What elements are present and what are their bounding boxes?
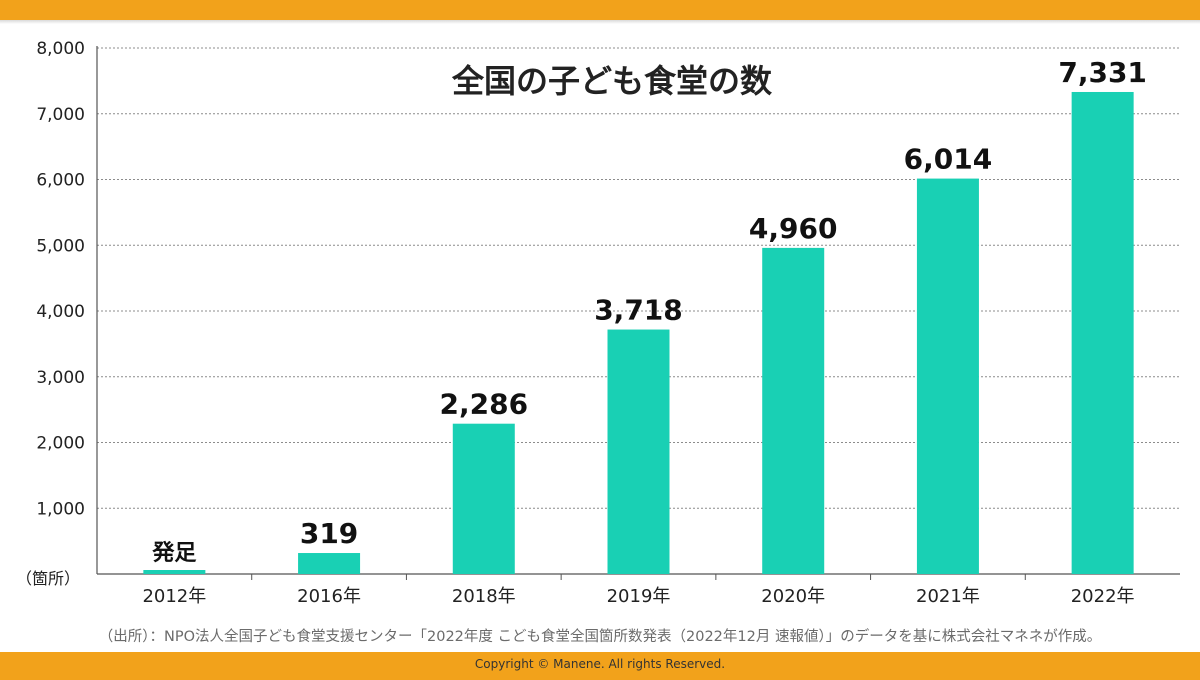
data-label: 発足 bbox=[151, 541, 196, 566]
bar bbox=[916, 178, 979, 574]
bars bbox=[143, 91, 1134, 574]
y-tick-label: 4,000 bbox=[36, 302, 85, 322]
y-tick-label: 2,000 bbox=[36, 434, 85, 454]
bar bbox=[607, 329, 670, 574]
y-tick-label: 6,000 bbox=[36, 171, 85, 191]
bar-chart: 1,000 2,000 3,000 4,000 5,000 6,000 7,000 8,000… bbox=[16, 39, 1180, 607]
x-tick-label: 2020年 bbox=[761, 586, 825, 607]
y-tick-label: 7,000 bbox=[36, 105, 85, 125]
x-tick-label: 2012年 bbox=[142, 586, 206, 607]
bar bbox=[298, 553, 361, 574]
x-tick-label: 2018年 bbox=[452, 586, 516, 607]
x-tick-labels: 2012年 2016年 2018年 2019年 2020年 2021年 2022年 bbox=[142, 574, 1135, 607]
y-tick-label: 5,000 bbox=[36, 236, 85, 256]
bar bbox=[452, 423, 515, 574]
y-tick-label: 1,000 bbox=[36, 499, 85, 519]
chart-title: 全国の子ども食堂の数 bbox=[451, 62, 773, 100]
data-label: 3,718 bbox=[594, 294, 683, 327]
y-tick-labels: 1,000 2,000 3,000 4,000 5,000 6,000 7,000 8,000 bbox=[36, 39, 85, 519]
bar bbox=[1071, 91, 1134, 574]
y-unit-label: （箇所） bbox=[16, 569, 80, 588]
top-accent-bar bbox=[0, 0, 1200, 20]
x-tick-label: 2016年 bbox=[297, 586, 361, 607]
data-labels: 発足 319 2,286 3,718 4,960 6,014 7,331 bbox=[151, 56, 1147, 566]
data-label: 2,286 bbox=[439, 388, 528, 421]
bar bbox=[143, 570, 206, 574]
data-label: 6,014 bbox=[904, 143, 993, 176]
x-tick-label: 2019年 bbox=[607, 586, 671, 607]
top-accent-shadow bbox=[0, 20, 1200, 24]
bottom-accent-bar bbox=[0, 652, 1200, 680]
x-tick-label: 2022年 bbox=[1071, 586, 1135, 607]
y-tick-label: 3,000 bbox=[36, 368, 85, 388]
data-label: 4,960 bbox=[749, 212, 838, 245]
data-label: 7,331 bbox=[1058, 56, 1147, 89]
data-label: 319 bbox=[300, 517, 358, 550]
x-tick-label: 2021年 bbox=[916, 586, 980, 607]
y-tick-label: 8,000 bbox=[36, 39, 85, 59]
bar bbox=[762, 247, 825, 574]
copyright-text: Copyright © Manene. All rights Reserved. bbox=[474, 657, 726, 671]
source-note: （出所）：NPO法人全国子ども食堂支援センター「2022年度 こども食堂全国箇所… bbox=[98, 629, 1102, 645]
